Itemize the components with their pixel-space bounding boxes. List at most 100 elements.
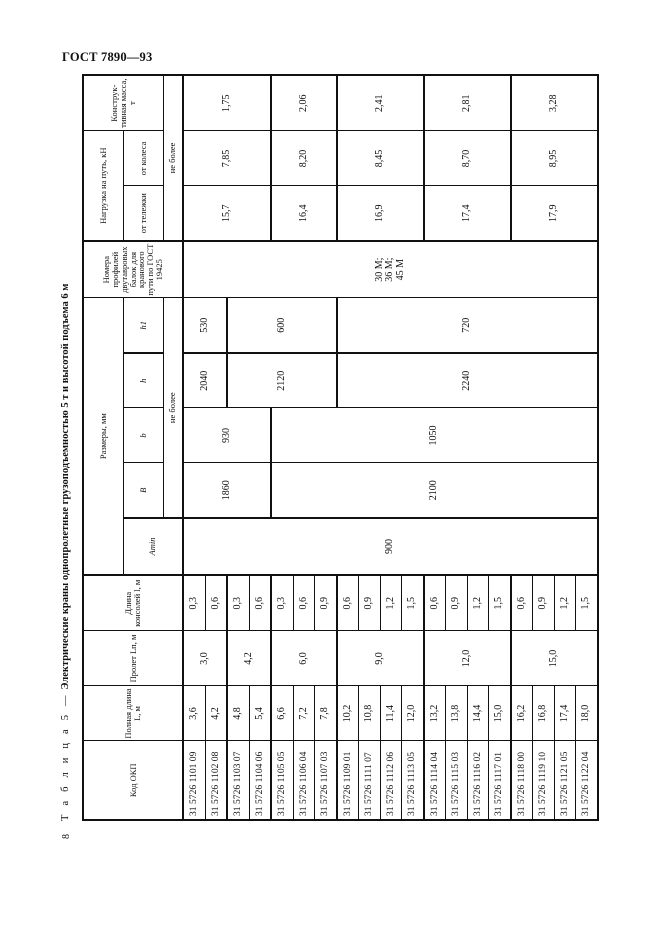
cell-code: 31 5726 1121 05 bbox=[554, 741, 576, 820]
cell-console: 1,5 bbox=[575, 575, 598, 631]
cell-h: 2240 bbox=[336, 353, 598, 408]
cell-profiles: 30 М; 36 М; 45 М bbox=[183, 240, 598, 298]
cell-span: 4,2 bbox=[227, 631, 271, 686]
cell-code: 31 5726 1103 07 bbox=[227, 741, 249, 820]
cell-load-wheel: 8,20 bbox=[271, 130, 337, 186]
header-B: B bbox=[123, 463, 163, 518]
cell-code: 31 5726 1114 04 bbox=[423, 741, 446, 820]
cell-load-wheel: 8,45 bbox=[336, 130, 424, 186]
cell-console: 0,6 bbox=[510, 575, 533, 631]
cell-B: 1860 bbox=[183, 463, 271, 518]
cell-full-length: 7,2 bbox=[293, 686, 315, 741]
cell-console: 0,6 bbox=[205, 575, 227, 631]
cell-console: 0,3 bbox=[227, 575, 249, 631]
cell-console: 1,2 bbox=[380, 575, 402, 631]
cell-code: 31 5726 1102 08 bbox=[205, 741, 227, 820]
header-b: b bbox=[123, 408, 163, 463]
cell-span: 15,0 bbox=[510, 631, 598, 686]
cell-span: 12,0 bbox=[423, 631, 511, 686]
cell-console: 1,5 bbox=[401, 575, 424, 631]
cell-full-length: 18,0 bbox=[575, 686, 598, 741]
header-a-min: Amin bbox=[123, 518, 183, 575]
cell-console: 0,9 bbox=[358, 575, 380, 631]
cell-mass: 3,28 bbox=[510, 74, 598, 131]
cell-code: 31 5726 1107 03 bbox=[314, 741, 337, 820]
cell-full-length: 12,0 bbox=[401, 686, 424, 741]
table-header: Код ОКП Полная длина L, м Пролет Lп, м Д… bbox=[83, 74, 183, 820]
cell-console: 0,9 bbox=[445, 575, 467, 631]
cell-code: 31 5726 1113 05 bbox=[401, 741, 424, 820]
cell-mass: 2,06 bbox=[271, 74, 337, 131]
header-console: Длина консолей l, м bbox=[83, 575, 183, 631]
rotated-table-block: 8 Т а б л и ц а 5 — Электрические краны … bbox=[60, 73, 599, 839]
cell-full-length: 13,2 bbox=[423, 686, 446, 741]
header-full-length: Полная длина L, м bbox=[83, 686, 183, 741]
table-row: 31 5726 1105 05 6,6 6,0 0,3 2100 1050 16,4 8,20… bbox=[271, 74, 598, 820]
cell-load-trolley: 15,7 bbox=[183, 185, 271, 241]
cell-console: 0,3 bbox=[271, 575, 293, 631]
cell-full-length: 3,6 bbox=[183, 686, 205, 741]
cell-load-trolley: 16,9 bbox=[336, 185, 424, 241]
cell-load-trolley: 17,4 bbox=[423, 185, 511, 241]
cell-full-length: 14,4 bbox=[467, 686, 489, 741]
cell-load-trolley: 16,4 bbox=[271, 185, 337, 241]
cell-full-length: 5,4 bbox=[249, 686, 271, 741]
cell-h: 2040 bbox=[183, 353, 227, 408]
cranes-table: Код ОКП Полная длина L, м Пролет Lп, м Д… bbox=[82, 73, 599, 821]
cell-b: 930 bbox=[183, 408, 271, 463]
cell-console: 0,6 bbox=[293, 575, 315, 631]
cell-console: 1,2 bbox=[467, 575, 489, 631]
document-header: ГОСТ 7890—93 bbox=[62, 50, 153, 64]
cell-full-length: 11,4 bbox=[380, 686, 402, 741]
cell-span: 9,0 bbox=[336, 631, 424, 686]
cell-full-length: 4,8 bbox=[227, 686, 249, 741]
table-number: Т а б л и ц а 5 — bbox=[60, 692, 71, 821]
cell-console: 0,9 bbox=[532, 575, 554, 631]
cell-code: 31 5726 1106 04 bbox=[293, 741, 315, 820]
cell-load-wheel: 7,85 bbox=[183, 130, 271, 186]
cell-mass: 2,41 bbox=[336, 74, 424, 131]
cell-full-length: 10,8 bbox=[358, 686, 380, 741]
header-dimensions: Размеры, мм bbox=[83, 297, 123, 575]
cell-code: 31 5726 1111 07 bbox=[358, 741, 380, 820]
header-code: Код ОКП bbox=[83, 741, 183, 820]
cell-code: 31 5726 1118 00 bbox=[510, 741, 533, 820]
cell-a-min: 900 bbox=[183, 518, 598, 575]
cell-h1: 720 bbox=[336, 297, 598, 353]
cell-code: 31 5726 1116 02 bbox=[467, 741, 489, 820]
cell-full-length: 15,0 bbox=[488, 686, 511, 741]
header-load-wheel: от колеса bbox=[123, 130, 163, 186]
cell-code: 31 5726 1119 10 bbox=[532, 741, 554, 820]
cell-full-length: 10,2 bbox=[336, 686, 359, 741]
cell-full-length: 6,6 bbox=[271, 686, 293, 741]
cell-load-wheel: 8,95 bbox=[510, 130, 598, 186]
cell-console: 0,6 bbox=[423, 575, 446, 631]
page-number: 8 bbox=[61, 834, 72, 839]
cell-h: 2120 bbox=[227, 353, 337, 408]
cell-h1: 600 bbox=[227, 297, 337, 353]
cell-code: 31 5726 1101 09 bbox=[183, 741, 205, 820]
cell-console: 0,9 bbox=[314, 575, 337, 631]
header-profiles: Номера профилей двутавровых балок для кр… bbox=[83, 240, 183, 298]
cell-full-length: 4,2 bbox=[205, 686, 227, 741]
header-load: Нагрузка на путь, кН bbox=[83, 130, 123, 241]
cell-b: 1050 bbox=[271, 408, 598, 463]
cell-code: 31 5726 1112 06 bbox=[380, 741, 402, 820]
cell-full-length: 16,2 bbox=[510, 686, 533, 741]
cell-code: 31 5726 1122 04 bbox=[575, 741, 598, 820]
cell-full-length: 16,8 bbox=[532, 686, 554, 741]
table-row: 31 5726 1101 09 3,6 3,0 0,3 900 1860 930 2040 53… bbox=[183, 74, 598, 820]
cell-full-length: 13,8 bbox=[445, 686, 467, 741]
cell-code: 31 5726 1105 05 bbox=[271, 741, 293, 820]
table-title: Электрические краны однопролетные грузоп… bbox=[60, 283, 71, 690]
header-span: Пролет Lп, м bbox=[83, 631, 183, 686]
header-max-note-load: не более bbox=[163, 74, 183, 241]
cell-load-wheel: 8,70 bbox=[423, 130, 511, 186]
header-max-note-dimensions: не более bbox=[163, 297, 183, 518]
cell-code: 31 5726 1104 06 bbox=[249, 741, 271, 820]
header-h: h bbox=[123, 353, 163, 408]
cell-h1: 530 bbox=[183, 297, 227, 353]
cell-code: 31 5726 1115 03 bbox=[445, 741, 467, 820]
cell-code: 31 5726 1117 01 bbox=[488, 741, 511, 820]
cell-load-trolley: 17,9 bbox=[510, 185, 598, 241]
